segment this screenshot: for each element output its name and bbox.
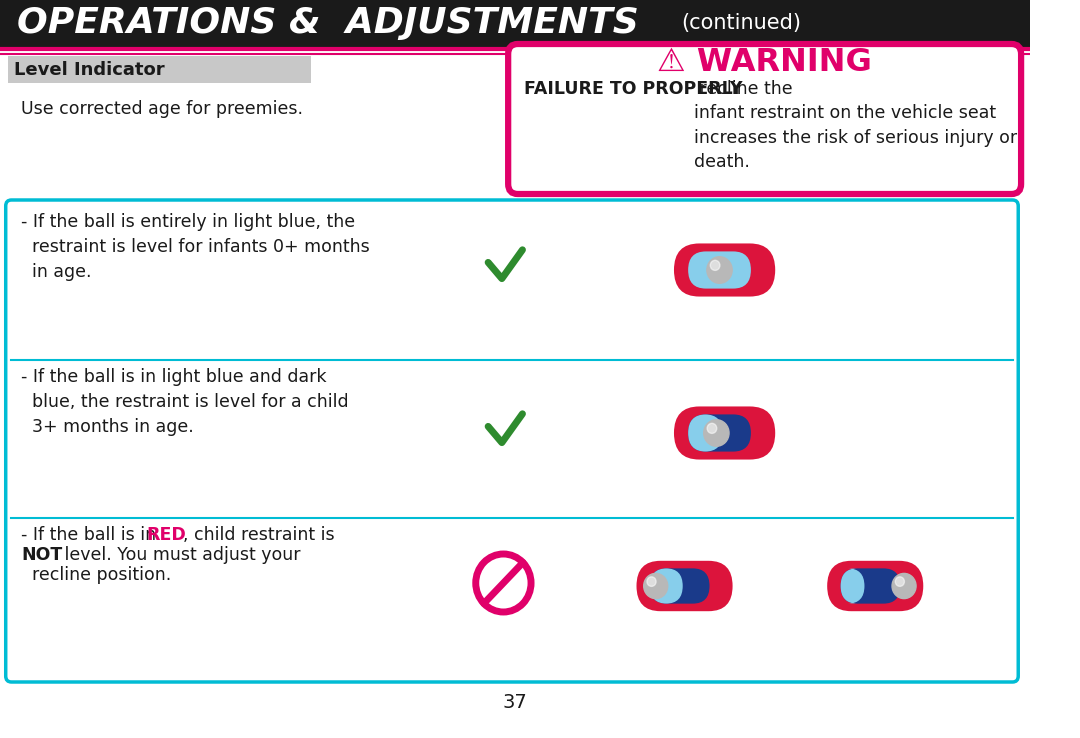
FancyBboxPatch shape (688, 415, 751, 452)
Circle shape (707, 257, 732, 283)
Text: , child restraint is: , child restraint is (183, 526, 335, 544)
FancyBboxPatch shape (674, 244, 775, 297)
Text: - If the ball is in light blue and dark
  blue, the restraint is level for a chi: - If the ball is in light blue and dark … (21, 368, 349, 436)
Text: - If the ball is in: - If the ball is in (21, 526, 162, 544)
FancyBboxPatch shape (650, 568, 683, 604)
FancyBboxPatch shape (5, 200, 1018, 682)
Text: recline position.: recline position. (21, 566, 172, 584)
Circle shape (892, 573, 916, 599)
FancyBboxPatch shape (688, 252, 751, 289)
Circle shape (704, 420, 729, 446)
Text: FAILURE TO PROPERLY: FAILURE TO PROPERLY (525, 80, 743, 98)
Circle shape (644, 573, 667, 599)
FancyBboxPatch shape (840, 568, 901, 604)
Text: - If the ball is entirely in light blue, the
  restraint is level for infants 0+: - If the ball is entirely in light blue,… (21, 213, 369, 281)
FancyBboxPatch shape (0, 0, 1029, 48)
Text: ⚠ WARNING: ⚠ WARNING (658, 46, 872, 77)
Text: recline the
infant restraint on the vehicle seat
increases the risk of serious i: recline the infant restraint on the vehi… (694, 80, 1017, 171)
FancyBboxPatch shape (636, 561, 732, 611)
Circle shape (895, 577, 904, 587)
FancyBboxPatch shape (650, 568, 710, 604)
Text: 37: 37 (502, 694, 527, 712)
FancyBboxPatch shape (8, 56, 311, 83)
Text: NOT: NOT (21, 546, 63, 564)
Text: Level Indicator: Level Indicator (14, 61, 165, 79)
Circle shape (707, 424, 717, 433)
Text: RED: RED (147, 526, 187, 544)
FancyBboxPatch shape (509, 44, 1021, 194)
FancyBboxPatch shape (688, 415, 723, 452)
FancyBboxPatch shape (827, 561, 923, 611)
Text: OPERATIONS &  ADJUSTMENTS: OPERATIONS & ADJUSTMENTS (17, 6, 639, 40)
FancyBboxPatch shape (674, 407, 775, 460)
Text: (continued): (continued) (681, 13, 801, 33)
FancyBboxPatch shape (840, 568, 864, 604)
Circle shape (711, 261, 720, 270)
Text: level. You must adjust your: level. You must adjust your (59, 546, 300, 564)
Circle shape (647, 577, 656, 587)
Text: Use corrected age for preemies.: Use corrected age for preemies. (21, 100, 303, 118)
